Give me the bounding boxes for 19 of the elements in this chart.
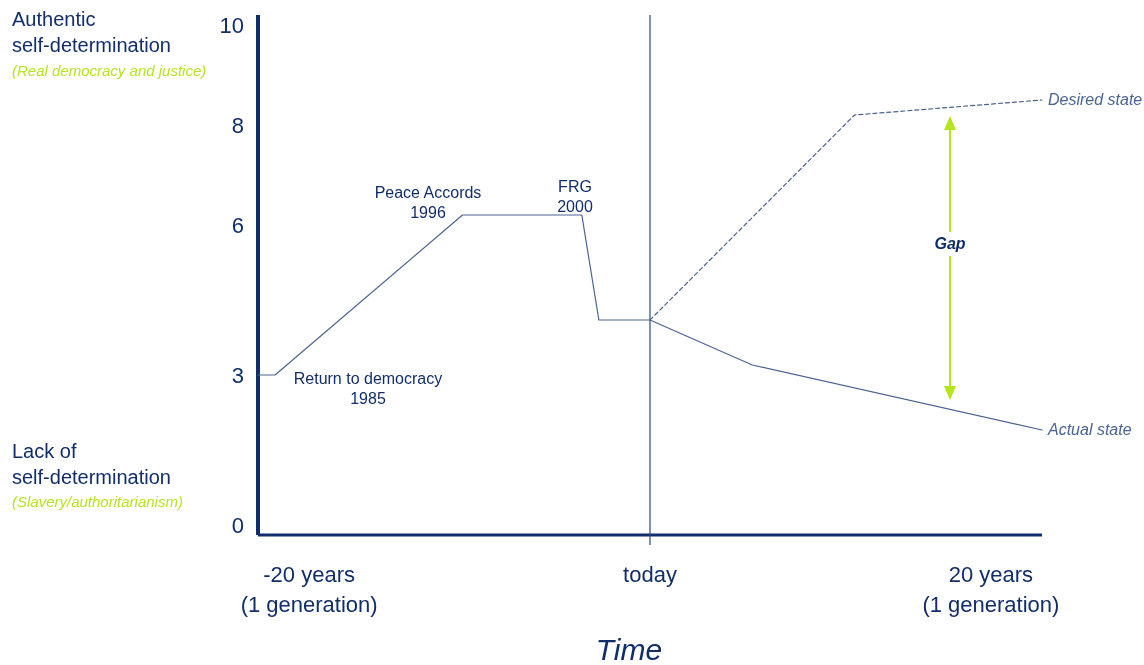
text: Lack of self-determination: [12, 440, 171, 488]
text: Authentic self-determination: [12, 8, 171, 56]
x-tick-label: -20 years (1 generation): [240, 562, 378, 617]
y-tick-label: 0: [231, 513, 244, 538]
y-tick-label: 8: [231, 113, 244, 138]
series-label: Desired state: [1048, 91, 1143, 108]
x-tick-label: today: [623, 562, 677, 587]
series-label: Actual state: [1047, 421, 1132, 438]
y-tick-label: 3: [231, 363, 244, 388]
y-tick-label: 10: [219, 13, 244, 38]
text: (Real democracy and justice): [12, 62, 207, 79]
y-tick-label: 6: [231, 213, 244, 238]
annotation: Gap: [934, 235, 966, 252]
annotation: Return to democracy 1985: [293, 370, 443, 407]
x-tick-label: 20 years (1 generation): [922, 562, 1060, 617]
annotation: FRG 2000: [557, 178, 593, 215]
x-axis-title: Time: [595, 633, 663, 665]
text: (Slavery/authoritarianism): [12, 493, 183, 510]
annotation: Peace Accords 1996: [374, 184, 482, 221]
